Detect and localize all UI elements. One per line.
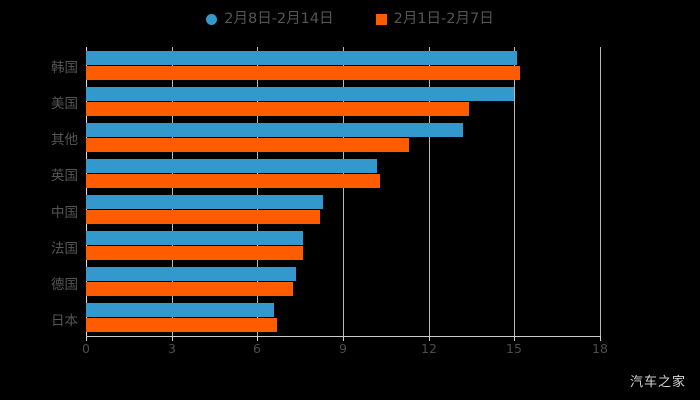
bar-英国-series1 — [86, 158, 378, 173]
legend-item-1[interactable]: 2月8日-2月14日 — [206, 8, 334, 30]
x-tick-label: 12 — [421, 341, 437, 356]
bar-日本-series1 — [86, 303, 275, 318]
gridline — [429, 47, 430, 337]
category-label: 英国 — [51, 168, 78, 185]
legend-label: 2月1日-2月7日 — [393, 10, 494, 27]
x-tick-mark — [257, 336, 258, 341]
bar-韩国-series1 — [86, 50, 518, 65]
category-label: 法国 — [51, 240, 78, 257]
category-label: 日本 — [51, 312, 78, 329]
bar-中国-series1 — [86, 195, 323, 210]
legend-label: 2月8日-2月14日 — [224, 10, 334, 27]
y-axis-line — [86, 47, 87, 337]
x-tick-label: 6 — [253, 341, 261, 356]
gridline — [257, 47, 258, 337]
x-tick-label: 9 — [339, 341, 347, 356]
chart-legend: 2月8日-2月14日 2月1日-2月7日 — [0, 8, 700, 30]
x-tick-label: 18 — [592, 341, 608, 356]
bar-美国-series2 — [86, 101, 469, 116]
bar-英国-series2 — [86, 173, 381, 188]
x-tick-label: 3 — [168, 341, 176, 356]
category-label: 德国 — [51, 276, 78, 293]
circle-marker-icon — [206, 13, 218, 25]
x-tick-mark — [514, 336, 515, 341]
x-tick-mark — [172, 336, 173, 341]
category-label: 韩国 — [51, 60, 78, 77]
bar-韩国-series2 — [86, 65, 521, 80]
gridline — [172, 47, 173, 337]
x-tick-mark — [429, 336, 430, 341]
bar-其他-series1 — [86, 122, 463, 137]
bar-日本-series2 — [86, 318, 278, 333]
bar-德国-series1 — [86, 267, 296, 282]
bar-法国-series1 — [86, 231, 304, 246]
x-tick-label: 15 — [506, 341, 522, 356]
bar-法国-series2 — [86, 246, 304, 261]
category-label: 美国 — [51, 96, 78, 113]
x-tick-mark — [343, 336, 344, 341]
x-tick-mark — [86, 336, 87, 341]
gridline — [514, 47, 515, 337]
x-tick-label: 0 — [82, 341, 90, 356]
bar-美国-series1 — [86, 86, 515, 101]
x-tick-mark — [600, 336, 601, 341]
gridline — [343, 47, 344, 337]
category-label: 中国 — [51, 204, 78, 221]
square-marker-icon — [375, 13, 387, 25]
bar-中国-series2 — [86, 210, 321, 225]
legend-item-2[interactable]: 2月1日-2月7日 — [375, 8, 494, 30]
category-label: 其他 — [51, 132, 78, 149]
watermark: 汽车之家 — [629, 375, 686, 390]
bar-其他-series2 — [86, 137, 409, 152]
bar-德国-series2 — [86, 282, 294, 297]
gridline — [600, 47, 601, 337]
